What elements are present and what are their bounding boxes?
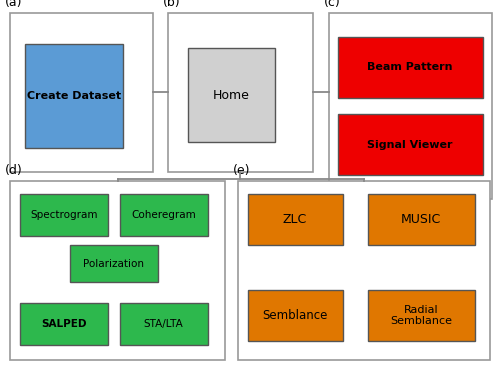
FancyBboxPatch shape: [25, 44, 122, 148]
Text: SALPED: SALPED: [41, 319, 86, 329]
FancyBboxPatch shape: [10, 181, 225, 360]
Text: STA/LTA: STA/LTA: [144, 319, 184, 329]
FancyBboxPatch shape: [338, 37, 482, 98]
Text: Beam Pattern: Beam Pattern: [368, 62, 453, 72]
Text: Semblance: Semblance: [262, 309, 328, 322]
FancyBboxPatch shape: [248, 194, 342, 245]
FancyBboxPatch shape: [10, 13, 152, 172]
Text: Create Dataset: Create Dataset: [26, 91, 121, 101]
Text: MUSIC: MUSIC: [401, 213, 442, 226]
Text: Home: Home: [213, 89, 250, 101]
Text: Signal Viewer: Signal Viewer: [368, 140, 453, 150]
Text: (e): (e): [232, 164, 250, 177]
FancyBboxPatch shape: [120, 303, 208, 345]
Text: (a): (a): [5, 0, 22, 9]
FancyBboxPatch shape: [368, 194, 475, 245]
FancyBboxPatch shape: [70, 245, 158, 282]
Text: Radial
Semblance: Radial Semblance: [390, 305, 452, 326]
Text: (d): (d): [5, 164, 23, 177]
FancyBboxPatch shape: [338, 114, 482, 175]
Text: (c): (c): [324, 0, 341, 9]
FancyBboxPatch shape: [188, 48, 275, 142]
FancyBboxPatch shape: [120, 194, 208, 236]
FancyBboxPatch shape: [20, 194, 108, 236]
FancyBboxPatch shape: [238, 181, 490, 360]
Text: ZLC: ZLC: [283, 213, 307, 226]
FancyBboxPatch shape: [20, 303, 108, 345]
FancyBboxPatch shape: [168, 13, 312, 172]
FancyBboxPatch shape: [248, 290, 342, 341]
FancyBboxPatch shape: [368, 290, 475, 341]
Text: Polarization: Polarization: [83, 259, 144, 269]
Text: Spectrogram: Spectrogram: [30, 210, 98, 220]
Text: (b): (b): [162, 0, 180, 9]
Text: Coheregram: Coheregram: [132, 210, 196, 220]
FancyBboxPatch shape: [329, 13, 492, 199]
